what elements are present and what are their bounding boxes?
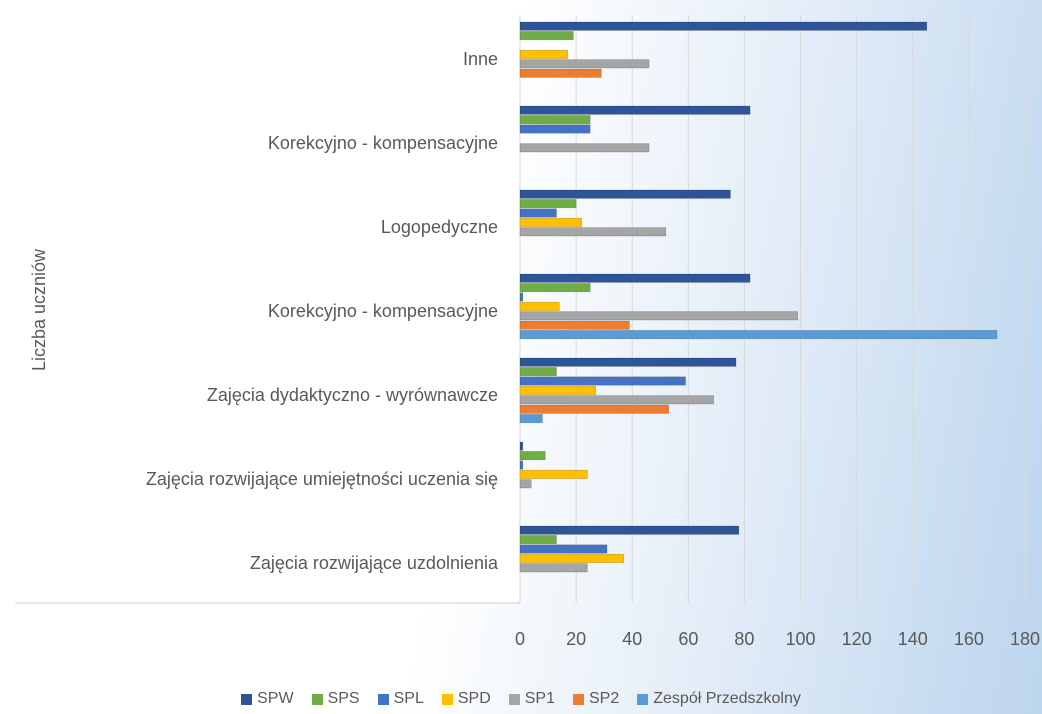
legend-item: SPL <box>377 690 424 708</box>
bar <box>519 227 667 237</box>
x-tick-label: 120 <box>842 629 872 649</box>
bar <box>519 199 577 209</box>
x-tick-label: 80 <box>734 629 754 649</box>
bar <box>519 460 524 470</box>
legend-swatch <box>311 693 323 705</box>
x-tick-label: 20 <box>566 629 586 649</box>
legend-swatch <box>377 693 389 705</box>
bar <box>519 115 591 125</box>
y-tick-label: Logopedyczne <box>381 217 498 237</box>
legend-label: SP2 <box>589 690 620 707</box>
x-tick-label: 60 <box>678 629 698 649</box>
bar <box>519 189 731 199</box>
bar <box>519 479 532 489</box>
legend-label: SPS <box>327 690 360 707</box>
legend-label: SPW <box>257 690 294 707</box>
x-tick-label: 0 <box>515 629 525 649</box>
bar <box>519 525 740 535</box>
bar <box>519 441 524 451</box>
legend-swatch <box>637 693 649 705</box>
legend-label: Zespół Przedszkolny <box>653 690 801 707</box>
bar <box>519 105 751 115</box>
x-tick-label: 40 <box>622 629 642 649</box>
bar <box>519 217 583 227</box>
bar <box>519 273 751 283</box>
y-axis-label: Liczba uczniów <box>29 248 49 371</box>
bar <box>519 469 588 479</box>
bar <box>519 544 608 554</box>
legend-item: SP2 <box>573 690 619 708</box>
legend-item: SPD <box>441 690 491 708</box>
bar <box>519 367 557 377</box>
y-tick-label: Korekcyjno - kompensacyjne <box>268 301 498 321</box>
bar <box>519 535 557 545</box>
legend: SPW SPS SPL SPD SP1 SP2 Zespół Przedszkolny <box>0 690 1042 708</box>
bar <box>519 376 686 386</box>
bar <box>519 31 574 41</box>
y-tick-label: Zajęcia dydaktyczno - wyrównawcze <box>207 385 498 405</box>
bar <box>519 320 630 330</box>
bar <box>519 404 669 414</box>
bar <box>519 357 737 367</box>
bar <box>519 283 591 293</box>
bar <box>519 385 597 395</box>
bar <box>519 414 543 424</box>
bar <box>519 451 546 461</box>
legend-swatch <box>441 693 453 705</box>
y-tick-label: Inne <box>463 49 498 69</box>
x-tick-label: 160 <box>954 629 984 649</box>
legend-item: SPS <box>311 690 360 708</box>
label-panel <box>15 10 520 603</box>
bar <box>519 292 524 302</box>
x-tick-label: 100 <box>786 629 816 649</box>
legend-swatch <box>508 693 520 705</box>
chart: Liczba uczniów 0 20 40 60 80 100 120 140 160 180 I… <box>15 10 1041 649</box>
y-tick-label: Korekcyjno - kompensacyjne <box>268 133 498 153</box>
legend-label: SPD <box>457 690 491 707</box>
legend-label: SP1 <box>524 690 555 707</box>
y-tick-label: Zajęcia rozwijające uzdolnienia <box>250 553 499 573</box>
bar <box>519 395 714 405</box>
bar <box>519 143 650 153</box>
legend-swatch <box>241 693 253 705</box>
x-tick-label: 140 <box>898 629 928 649</box>
bar <box>519 553 625 563</box>
bar <box>519 59 650 69</box>
bar <box>519 49 568 59</box>
y-tick-label: Zajęcia rozwijające umiejętności uczenia… <box>146 469 498 489</box>
bar <box>519 311 799 321</box>
legend-swatch <box>573 693 584 705</box>
legend-label: SPL <box>393 690 424 707</box>
legend-item: Zespół Przedszkolny <box>637 690 801 708</box>
bar <box>519 563 588 573</box>
legend-item: SP1 <box>508 690 555 708</box>
bar <box>519 124 591 134</box>
x-tick-label: 180 <box>1010 629 1040 649</box>
bar <box>519 301 560 311</box>
legend-item: SPW <box>241 690 294 708</box>
bar <box>519 208 557 218</box>
bar <box>519 330 998 340</box>
bar <box>519 68 602 78</box>
bar <box>519 21 928 31</box>
